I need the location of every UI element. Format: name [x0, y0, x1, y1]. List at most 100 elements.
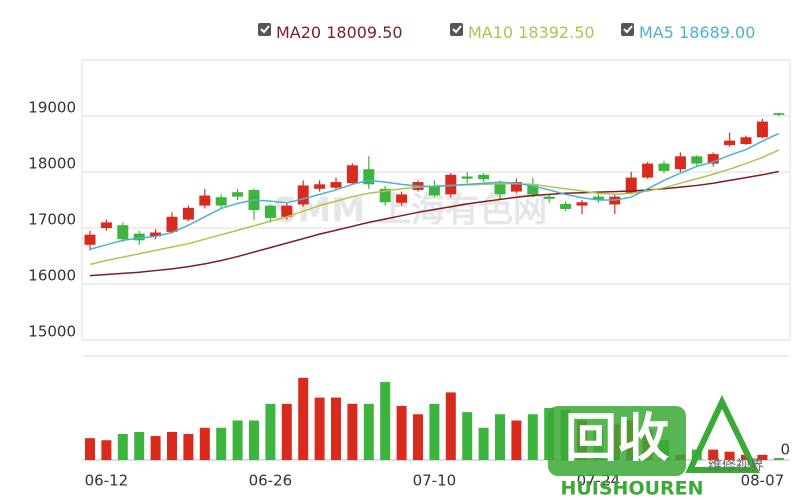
volume-bar	[249, 420, 259, 460]
volume-bar	[429, 403, 440, 460]
y-tick-label: 15000	[28, 323, 76, 341]
volume-bar	[363, 403, 374, 460]
legend-label[interactable]: MA20 18009.50	[276, 23, 403, 42]
candle-body	[297, 185, 309, 205]
volume-bar	[413, 414, 423, 460]
legend-label[interactable]: MA10 18392.50	[468, 23, 595, 42]
watermark: SMM 上海有色网	[273, 191, 547, 231]
candle-body	[740, 137, 752, 144]
channel: 维修视界	[708, 458, 764, 474]
legend-name: MA5	[639, 23, 674, 42]
legend-check	[260, 25, 270, 34]
x-tick-label: 06-12	[85, 472, 129, 490]
candle-body	[494, 182, 506, 195]
x-tick-label: 06-26	[249, 472, 293, 490]
candle-body	[133, 233, 145, 241]
x-tick-label: 08-07	[741, 472, 785, 490]
volume-bar	[232, 420, 243, 460]
candle-body	[396, 194, 408, 203]
candle-body	[84, 234, 96, 245]
ma-line	[89, 132, 780, 251]
volume-bar	[134, 431, 145, 460]
volume-bar	[216, 427, 227, 460]
legend-name: MA20	[276, 23, 321, 42]
candle-body	[642, 163, 654, 178]
y-tick-label: 17000	[28, 211, 76, 229]
legend-check	[452, 25, 462, 34]
candle-body	[674, 156, 686, 170]
legend-value: 18689.00	[679, 23, 755, 42]
logo-icon	[685, 395, 760, 473]
logo: 回收 HUISHOUREN 维修视界	[548, 395, 764, 500]
logo-sub: HUISHOUREN	[560, 478, 703, 500]
plot: 15000 16000 17000 18000 19000 06-12 06-26 07-10…	[28, 99, 790, 490]
volume-bar	[150, 436, 161, 460]
legend-check	[623, 25, 633, 34]
volume-bar	[724, 451, 735, 460]
legend-checkbox	[450, 23, 463, 36]
candle-body	[363, 169, 375, 185]
candle-body	[560, 203, 572, 209]
y2-tick-label: 0	[780, 441, 790, 459]
candle-body	[264, 205, 276, 218]
candle-body	[625, 177, 637, 194]
candle-body	[592, 196, 604, 200]
volume-bar	[527, 414, 538, 460]
candle-body	[756, 121, 768, 138]
candle-body	[182, 207, 194, 220]
volume-bar	[101, 440, 112, 460]
legend-value: 18392.50	[518, 23, 594, 42]
candle-body	[691, 156, 703, 164]
candle-body	[199, 195, 211, 206]
volume-bar	[347, 403, 358, 460]
volume-bar	[495, 414, 505, 460]
y-tick-label: 16000	[28, 267, 76, 285]
volume-bar	[281, 403, 292, 460]
volume-bar	[199, 427, 210, 460]
candle-body	[215, 197, 227, 206]
ma-line	[89, 170, 779, 277]
legend-checkbox	[258, 23, 271, 36]
candle-body	[543, 196, 555, 199]
volume-bar	[511, 420, 522, 460]
candle-body	[100, 222, 112, 228]
y-tick-label: 18000	[28, 155, 76, 173]
candle-body	[658, 163, 670, 171]
candle-body	[314, 184, 326, 189]
volume-bar	[445, 392, 456, 460]
volume-bar	[773, 457, 784, 460]
legend-name: MA10	[468, 23, 513, 42]
volume-bar	[117, 434, 128, 460]
volume-bar	[298, 377, 309, 460]
y-tick-label: 19000	[28, 99, 76, 117]
volume-bar	[478, 427, 489, 460]
candle-body	[330, 182, 342, 188]
volume-bar	[757, 454, 768, 460]
volume-bar	[265, 403, 276, 460]
candle-body	[478, 174, 490, 180]
candle-body	[232, 192, 244, 197]
candle-body	[428, 186, 440, 196]
logo-text: 回收	[565, 409, 669, 469]
volume-bar	[462, 412, 473, 460]
candle-body	[724, 140, 736, 146]
candle-body	[707, 154, 719, 164]
volume-bar	[380, 382, 391, 460]
volume-bar	[708, 449, 719, 460]
candle-body	[773, 113, 785, 115]
candle-body	[346, 165, 358, 184]
legend-label[interactable]: MA5 18689.00	[639, 23, 755, 42]
candle-body	[576, 202, 588, 206]
volume-bar	[183, 434, 194, 460]
candle-body	[379, 188, 391, 203]
candle-body	[527, 185, 539, 195]
volume-bar	[331, 397, 341, 460]
candle-body	[166, 216, 178, 232]
candle-body	[445, 174, 457, 195]
volume-bar	[85, 438, 95, 460]
logo-box	[548, 406, 686, 476]
legend-checkbox	[621, 23, 634, 36]
candle-body	[461, 176, 473, 179]
